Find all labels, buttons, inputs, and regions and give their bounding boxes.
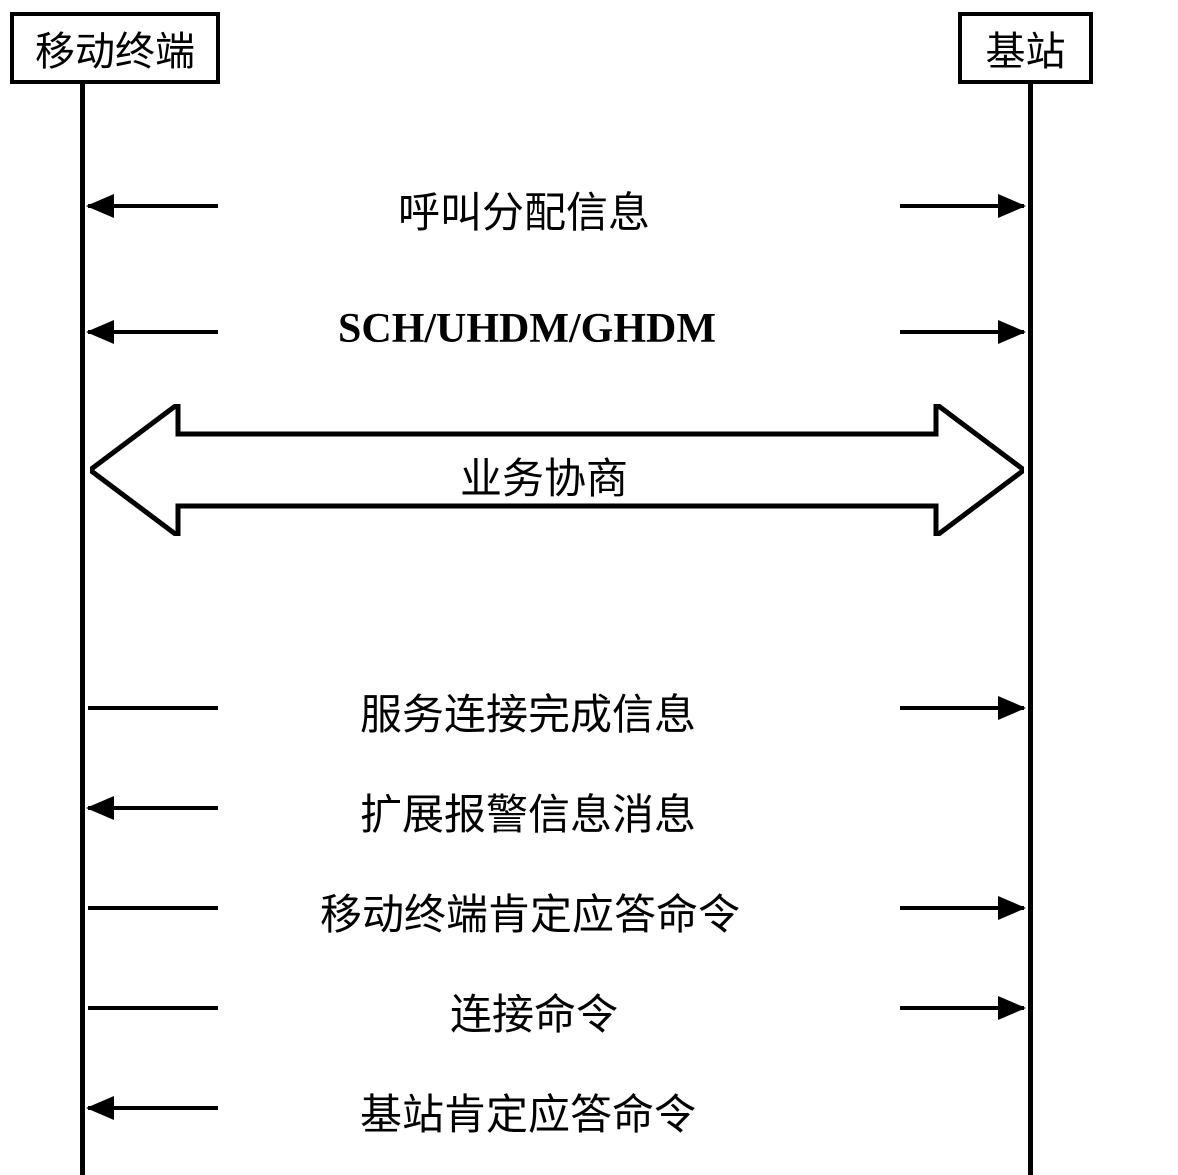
- lifeline-mobile-terminal: [80, 84, 85, 1175]
- message-label: 移动终端肯定应答命令: [320, 881, 740, 942]
- actor-mobile-terminal: 移动终端: [10, 12, 220, 84]
- arrow-segment: [88, 706, 218, 710]
- arrow-head-icon: [998, 696, 1026, 720]
- message-label: 呼叫分配信息: [398, 179, 650, 240]
- message-label: 服务连接完成信息: [360, 681, 696, 742]
- message-label: 连接命令: [450, 981, 618, 1042]
- arrow-head-icon: [86, 796, 114, 820]
- arrow-head-icon: [86, 1096, 114, 1120]
- arrow-head-icon: [998, 996, 1026, 1020]
- actor-base-station: 基站: [958, 12, 1093, 84]
- actor-label: 基站: [986, 29, 1066, 74]
- sequence-diagram: 移动终端 基站 呼叫分配信息 SCH/UHDM/GHDM 服务连接完成信息扩展报警信…: [0, 0, 1178, 1175]
- arrow-head-icon: [998, 320, 1026, 344]
- arrow-head-icon: [998, 194, 1026, 218]
- arrow-head-icon: [86, 320, 114, 344]
- message-label: SCH/UHDM/GHDM: [338, 305, 716, 353]
- negotiation-label: 业务协商: [460, 445, 628, 506]
- actor-label: 移动终端: [35, 29, 195, 74]
- lifeline-base-station: [1028, 84, 1033, 1175]
- arrow-segment: [88, 1006, 218, 1010]
- arrow-segment: [88, 906, 218, 910]
- arrow-head-icon: [998, 896, 1026, 920]
- arrow-head-icon: [86, 194, 114, 218]
- message-label: 基站肯定应答命令: [360, 1081, 696, 1142]
- message-label: 扩展报警信息消息: [360, 781, 696, 842]
